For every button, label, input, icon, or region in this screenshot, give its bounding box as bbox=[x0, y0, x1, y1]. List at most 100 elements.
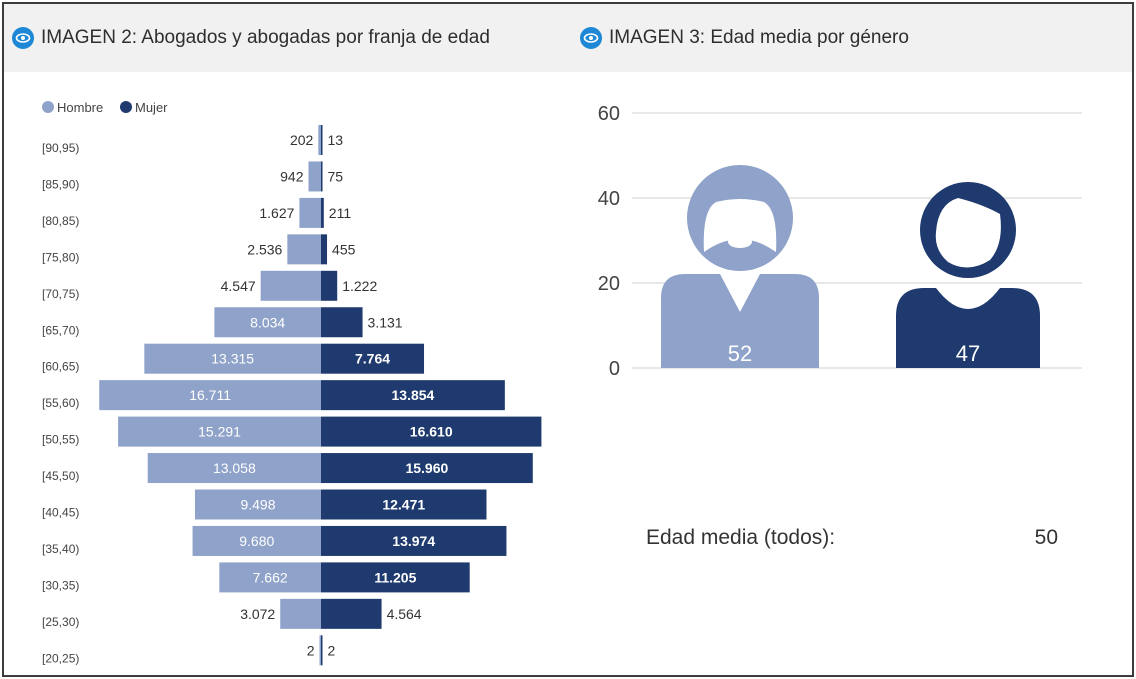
bar-hombre bbox=[318, 125, 321, 155]
category-label: [90,95) bbox=[42, 141, 79, 155]
header-bar: IMAGEN 2: Abogados y abogadas por franja… bbox=[4, 4, 1132, 72]
data-label-mujer: 16.610 bbox=[410, 424, 453, 440]
woman-body bbox=[896, 288, 1040, 368]
eye-icon[interactable] bbox=[580, 27, 602, 49]
man-face bbox=[703, 199, 777, 252]
bar-hombre bbox=[319, 635, 321, 666]
category-label: [55,60) bbox=[42, 396, 79, 410]
data-label-mujer: 13.854 bbox=[392, 387, 435, 403]
bar-hombre bbox=[99, 380, 322, 411]
bar-mujer bbox=[321, 197, 324, 228]
data-label-mujer: 1.222 bbox=[342, 278, 377, 294]
data-label-mujer: 4.564 bbox=[387, 606, 422, 622]
data-label-mujer: 11.205 bbox=[374, 569, 416, 585]
bar-hombre bbox=[280, 598, 321, 629]
bar-mujer bbox=[321, 343, 425, 374]
legend-marker-hombre bbox=[42, 101, 54, 113]
gender-pictograms: 52 47 bbox=[661, 165, 1040, 368]
panel3-title: IMAGEN 3: Edad media por género bbox=[580, 24, 909, 52]
data-label-mujer: 15.960 bbox=[405, 460, 448, 476]
data-label-hombre: 9.680 bbox=[239, 533, 274, 549]
category-label: [60,65) bbox=[42, 360, 79, 374]
woman-face bbox=[935, 198, 1001, 268]
bar-mujer bbox=[321, 489, 487, 520]
bar-hombre bbox=[219, 562, 321, 593]
data-label-mujer: 7.764 bbox=[355, 351, 390, 367]
bar-mujer bbox=[321, 161, 323, 192]
data-label-hombre: 4.547 bbox=[221, 278, 256, 294]
bar-hombre bbox=[147, 453, 321, 484]
bar-hombre bbox=[194, 489, 321, 520]
category-label: [35,40) bbox=[42, 542, 79, 556]
bar-hombre bbox=[192, 525, 321, 556]
data-label-hombre: 13.058 bbox=[213, 460, 256, 476]
age-pyramid-chart: Hombre Mujer [90,95) 202 13 [85,90) 942 75 [80,… bbox=[42, 100, 542, 666]
y-tick-label: 20 bbox=[598, 273, 620, 295]
bar-hombre bbox=[260, 270, 321, 301]
bar-hombre bbox=[287, 234, 321, 265]
category-label: [20,25) bbox=[42, 651, 79, 665]
data-label-mujer: 12.471 bbox=[382, 497, 425, 513]
bar-hombre bbox=[299, 197, 321, 228]
man-collar bbox=[720, 274, 760, 312]
bar-mujer bbox=[321, 125, 323, 155]
bar-mujer bbox=[321, 270, 338, 301]
data-label-hombre: 2.536 bbox=[247, 241, 282, 257]
y-tick-label: 40 bbox=[598, 188, 620, 210]
y-tick-label: 60 bbox=[598, 103, 620, 125]
woman-icon: 47 bbox=[896, 182, 1040, 368]
bar-label-mujer: 47 bbox=[956, 341, 980, 366]
pyramid-bars: [90,95) 202 13 [85,90) 942 75 [80,85) 1.627 211 [… bbox=[42, 125, 542, 666]
data-label-mujer: 455 bbox=[332, 241, 356, 257]
data-label-hombre: 3.072 bbox=[240, 606, 275, 622]
data-label-hombre: 942 bbox=[280, 168, 304, 184]
bar-mujer bbox=[321, 416, 542, 447]
y-tick-label: 0 bbox=[609, 358, 620, 380]
category-label: [65,70) bbox=[42, 323, 79, 337]
data-label-mujer: 75 bbox=[328, 168, 344, 184]
category-label: [45,50) bbox=[42, 469, 79, 483]
data-label-hombre: 16.711 bbox=[189, 387, 231, 403]
man-icon: 52 bbox=[661, 165, 819, 368]
man-body bbox=[661, 274, 819, 368]
data-label-mujer: 13 bbox=[328, 132, 344, 148]
data-label-hombre: 2 bbox=[307, 642, 315, 658]
data-label-mujer: 211 bbox=[329, 205, 352, 221]
average-age-chart: 0 20 40 60 52 47 Edad media (todos): 50 bbox=[598, 103, 1082, 549]
data-label-hombre: 8.034 bbox=[250, 314, 285, 330]
category-label: [75,80) bbox=[42, 250, 79, 264]
legend-marker-mujer bbox=[120, 101, 132, 113]
data-label-hombre: 9.498 bbox=[240, 497, 275, 513]
bar-hombre bbox=[308, 161, 321, 192]
bar-mujer bbox=[321, 635, 323, 666]
bar-mujer bbox=[321, 525, 507, 556]
category-label: [50,55) bbox=[42, 433, 79, 447]
chart-legend: Hombre Mujer bbox=[42, 100, 168, 115]
bar-mujer bbox=[321, 380, 505, 411]
category-label: [70,75) bbox=[42, 287, 79, 301]
summary-label: Edad media (todos): bbox=[646, 526, 835, 549]
bar-hombre bbox=[214, 307, 321, 338]
data-label-hombre: 7.662 bbox=[253, 569, 288, 585]
data-label-mujer: 3.131 bbox=[368, 314, 403, 330]
bar-mujer bbox=[321, 234, 328, 265]
eye-icon[interactable] bbox=[12, 27, 34, 49]
legend-label-hombre: Hombre bbox=[57, 100, 103, 115]
data-label-hombre: 13.315 bbox=[211, 351, 254, 367]
legend-label-mujer: Mujer bbox=[135, 100, 168, 115]
bar-label-hombre: 52 bbox=[728, 341, 752, 366]
data-label-mujer: 13.974 bbox=[392, 533, 435, 549]
data-label-hombre: 202 bbox=[290, 132, 314, 148]
bar-mujer bbox=[321, 307, 363, 338]
bar-mujer bbox=[321, 562, 470, 593]
bar-hombre bbox=[144, 343, 321, 374]
man-mouth bbox=[728, 236, 752, 248]
category-label: [25,30) bbox=[42, 615, 79, 629]
category-label: [80,85) bbox=[42, 214, 79, 228]
category-label: [85,90) bbox=[42, 177, 79, 191]
bar-hombre bbox=[118, 416, 321, 447]
bar-mujer bbox=[321, 598, 382, 629]
bar-mujer bbox=[321, 453, 533, 484]
panel2-title-text: IMAGEN 2: Abogados y abogadas por franja… bbox=[41, 27, 490, 48]
summary-value: 50 bbox=[1035, 526, 1058, 549]
